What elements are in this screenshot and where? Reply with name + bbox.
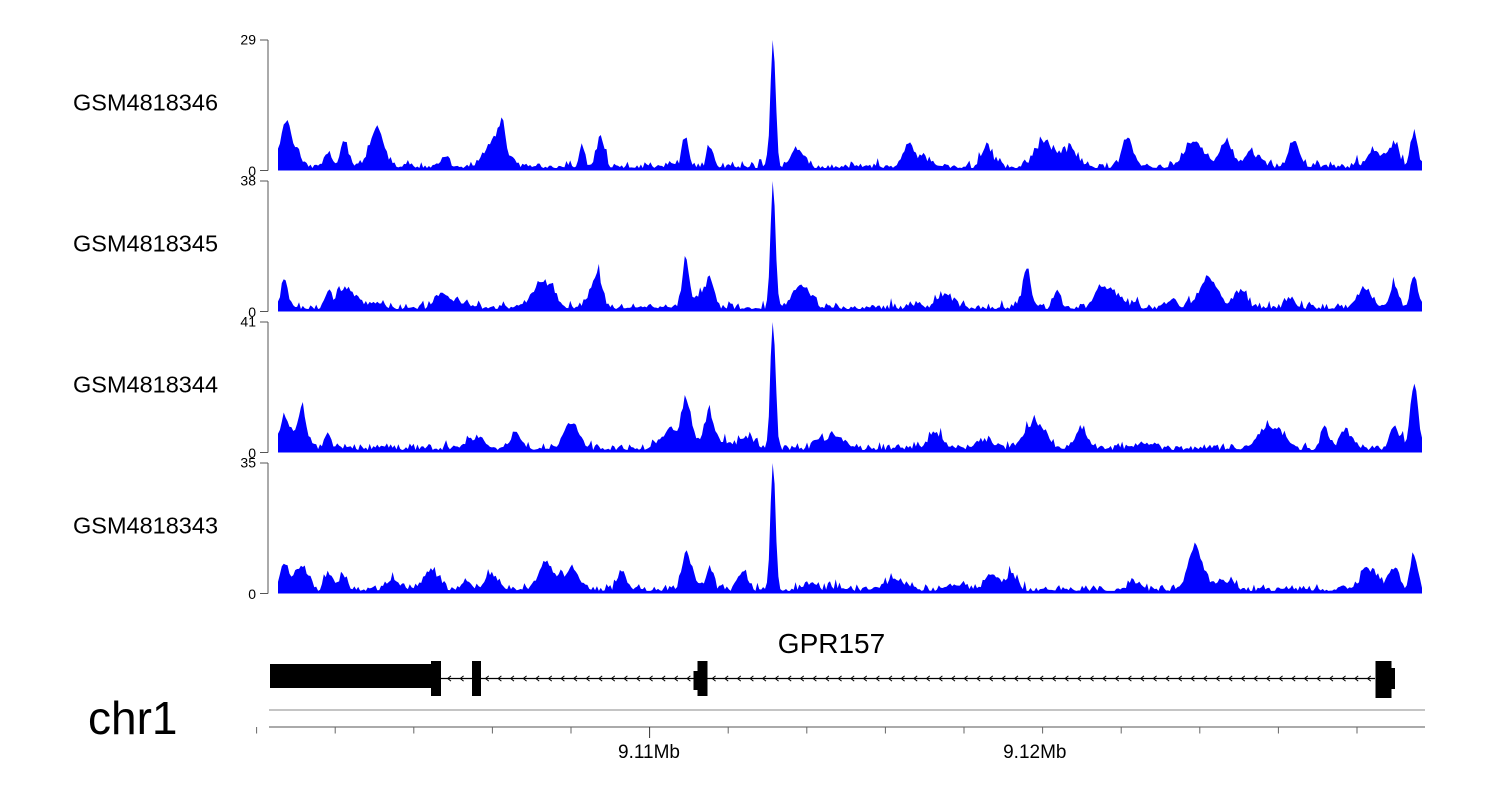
svg-text:GPR157: GPR157 [778,628,885,659]
svg-text:35: 35 [240,455,256,471]
svg-text:GSM4818343: GSM4818343 [73,513,218,539]
svg-text:38: 38 [240,173,256,189]
svg-text:41: 41 [240,314,256,330]
svg-text:GSM4818344: GSM4818344 [73,372,218,398]
svg-text:9.12Mb: 9.12Mb [1003,742,1066,763]
svg-text:GSM4818345: GSM4818345 [73,231,218,257]
svg-text:9.11Mb: 9.11Mb [618,742,680,763]
svg-text:chr1: chr1 [88,692,177,744]
svg-text:GSM4818346: GSM4818346 [73,90,218,116]
svg-text:29: 29 [240,32,256,48]
svg-text:0: 0 [248,586,256,602]
